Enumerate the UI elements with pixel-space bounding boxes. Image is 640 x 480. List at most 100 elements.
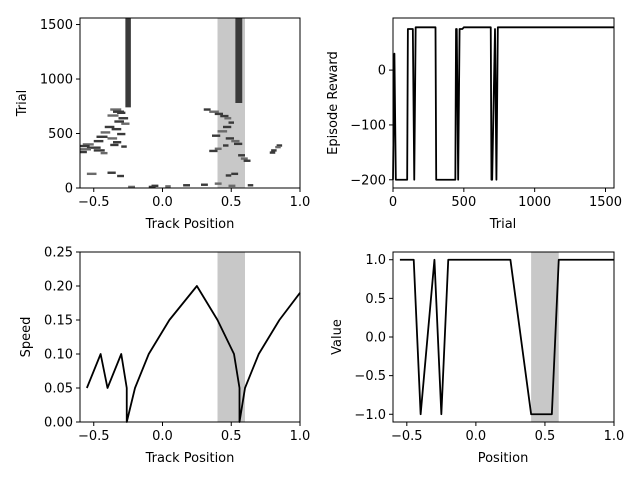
x-tick-label: −0.5 <box>391 429 423 444</box>
x-tick-label: 0 <box>389 195 397 210</box>
raster-segment <box>231 172 239 176</box>
x-tick-label: 1.0 <box>290 195 311 210</box>
raster-segment <box>214 112 223 116</box>
y-tick-label: 0.00 <box>44 416 73 431</box>
series-line <box>392 26 614 181</box>
x-tick-label: 0.0 <box>152 195 173 210</box>
raster-segment <box>214 182 222 185</box>
raster-segment <box>165 185 171 188</box>
value-panel: −0.5 0.0 0.5 1.0−1.0−0.50.00.51.0 Position … <box>330 251 625 466</box>
raster-segment <box>209 110 219 113</box>
speed-ylabel: Speed <box>19 317 34 358</box>
raster-segment <box>220 114 229 118</box>
x-tick-label: 1.0 <box>604 429 625 444</box>
raster-segment <box>107 137 118 140</box>
raster-segment <box>121 145 127 148</box>
value-ylabel: Value <box>330 319 345 355</box>
speed-ticks: −0.5 0.0 0.5 1.0 0.00 0.05 0.10 0.15 0.20 0.25 <box>44 246 310 445</box>
raster-segment <box>96 135 108 138</box>
value-marks <box>399 252 614 422</box>
x-tick-label: 1.0 <box>290 429 311 444</box>
y-tick-label: 0.20 <box>44 280 73 295</box>
raster-segment <box>148 185 156 189</box>
raster-segment <box>225 174 232 177</box>
speed-frame <box>79 251 301 423</box>
raster-segment <box>111 127 122 131</box>
reward-ticks: 0 500 1000 1500 −200 −100 0 <box>350 64 622 210</box>
raster-segment <box>217 130 228 133</box>
raster-column <box>235 18 243 103</box>
reward-panel: 0 500 1000 1500 −200 −100 0 Trial Episode Rewa… <box>326 17 622 232</box>
series-line <box>86 285 301 423</box>
raster-segment <box>223 125 232 129</box>
raster-segment <box>82 143 94 146</box>
x-tick-label: 0.5 <box>221 429 242 444</box>
y-tick-label: 0.0 <box>365 331 386 346</box>
raster-segment <box>269 151 276 154</box>
raster-frame <box>79 17 301 189</box>
raster-segment <box>110 143 119 147</box>
y-tick-label: 0 <box>65 182 73 197</box>
raster-segment <box>104 125 115 129</box>
raster-segment <box>117 111 126 115</box>
raster-segment <box>128 185 135 189</box>
reward-marks <box>392 26 614 181</box>
raster-segment <box>86 172 97 176</box>
raster-segment <box>223 144 229 147</box>
raster-segment <box>107 114 119 117</box>
shaded-region <box>531 252 559 422</box>
raster-segment <box>118 117 129 120</box>
raster-segment <box>80 150 87 154</box>
raster-segment <box>234 142 243 146</box>
raster-segment <box>110 108 122 111</box>
speed-marks <box>86 252 301 423</box>
raster-segment <box>203 108 211 111</box>
raster-segment <box>117 132 126 136</box>
y-tick-label: 0.10 <box>44 348 73 363</box>
raster-segment <box>209 149 218 153</box>
raster-segment <box>100 151 108 155</box>
raster-segment <box>80 144 90 148</box>
value-xlabel: Position <box>478 451 529 466</box>
x-tick-label: 0.0 <box>152 429 173 444</box>
x-tick-label: 1000 <box>518 195 551 210</box>
y-tick-label: 500 <box>48 127 73 142</box>
shaded-region <box>217 252 245 422</box>
y-tick-label: 0.25 <box>44 246 73 261</box>
x-tick-label: −0.5 <box>78 195 110 210</box>
y-tick-label: 0.05 <box>44 382 73 397</box>
reward-ylabel: Episode Reward <box>326 51 341 155</box>
raster-segment <box>271 149 277 152</box>
raster-ylabel: Trial <box>15 90 30 118</box>
raster-segment <box>100 131 111 134</box>
raster-segment <box>93 139 104 143</box>
y-tick-label: −0.5 <box>354 369 386 384</box>
raster-segment <box>107 171 116 174</box>
y-tick-label: 1500 <box>40 18 73 33</box>
speed-xlabel: Track Position <box>145 451 235 466</box>
raster-segment <box>121 122 130 125</box>
y-tick-label: −200 <box>350 173 386 188</box>
raster-panel: −0.5 0.0 0.5 1.0 0 500 1000 1500 Track Position… <box>15 17 310 232</box>
raster-segment <box>275 145 281 149</box>
y-tick-label: −1.0 <box>354 408 386 423</box>
raster-column <box>125 18 131 108</box>
raster-segment <box>212 134 221 137</box>
y-tick-label: 1.0 <box>365 253 386 268</box>
raster-segment <box>113 141 122 144</box>
raster-segment <box>117 174 124 178</box>
raster-segment <box>224 117 232 120</box>
raster-ticks: −0.5 0.0 0.5 1.0 0 500 1000 1500 <box>40 18 310 210</box>
raster-segment <box>228 184 236 188</box>
y-tick-label: 0.5 <box>365 292 386 307</box>
raster-segment <box>114 120 124 123</box>
raster-segment <box>214 147 222 150</box>
raster-segment <box>80 148 91 151</box>
raster-segment <box>228 121 234 124</box>
raster-segment <box>276 144 283 147</box>
raster-segment <box>225 137 234 140</box>
raster-segment <box>238 154 245 157</box>
raster-segment <box>201 183 208 186</box>
reward-frame <box>392 17 615 189</box>
raster-segment <box>247 184 254 187</box>
